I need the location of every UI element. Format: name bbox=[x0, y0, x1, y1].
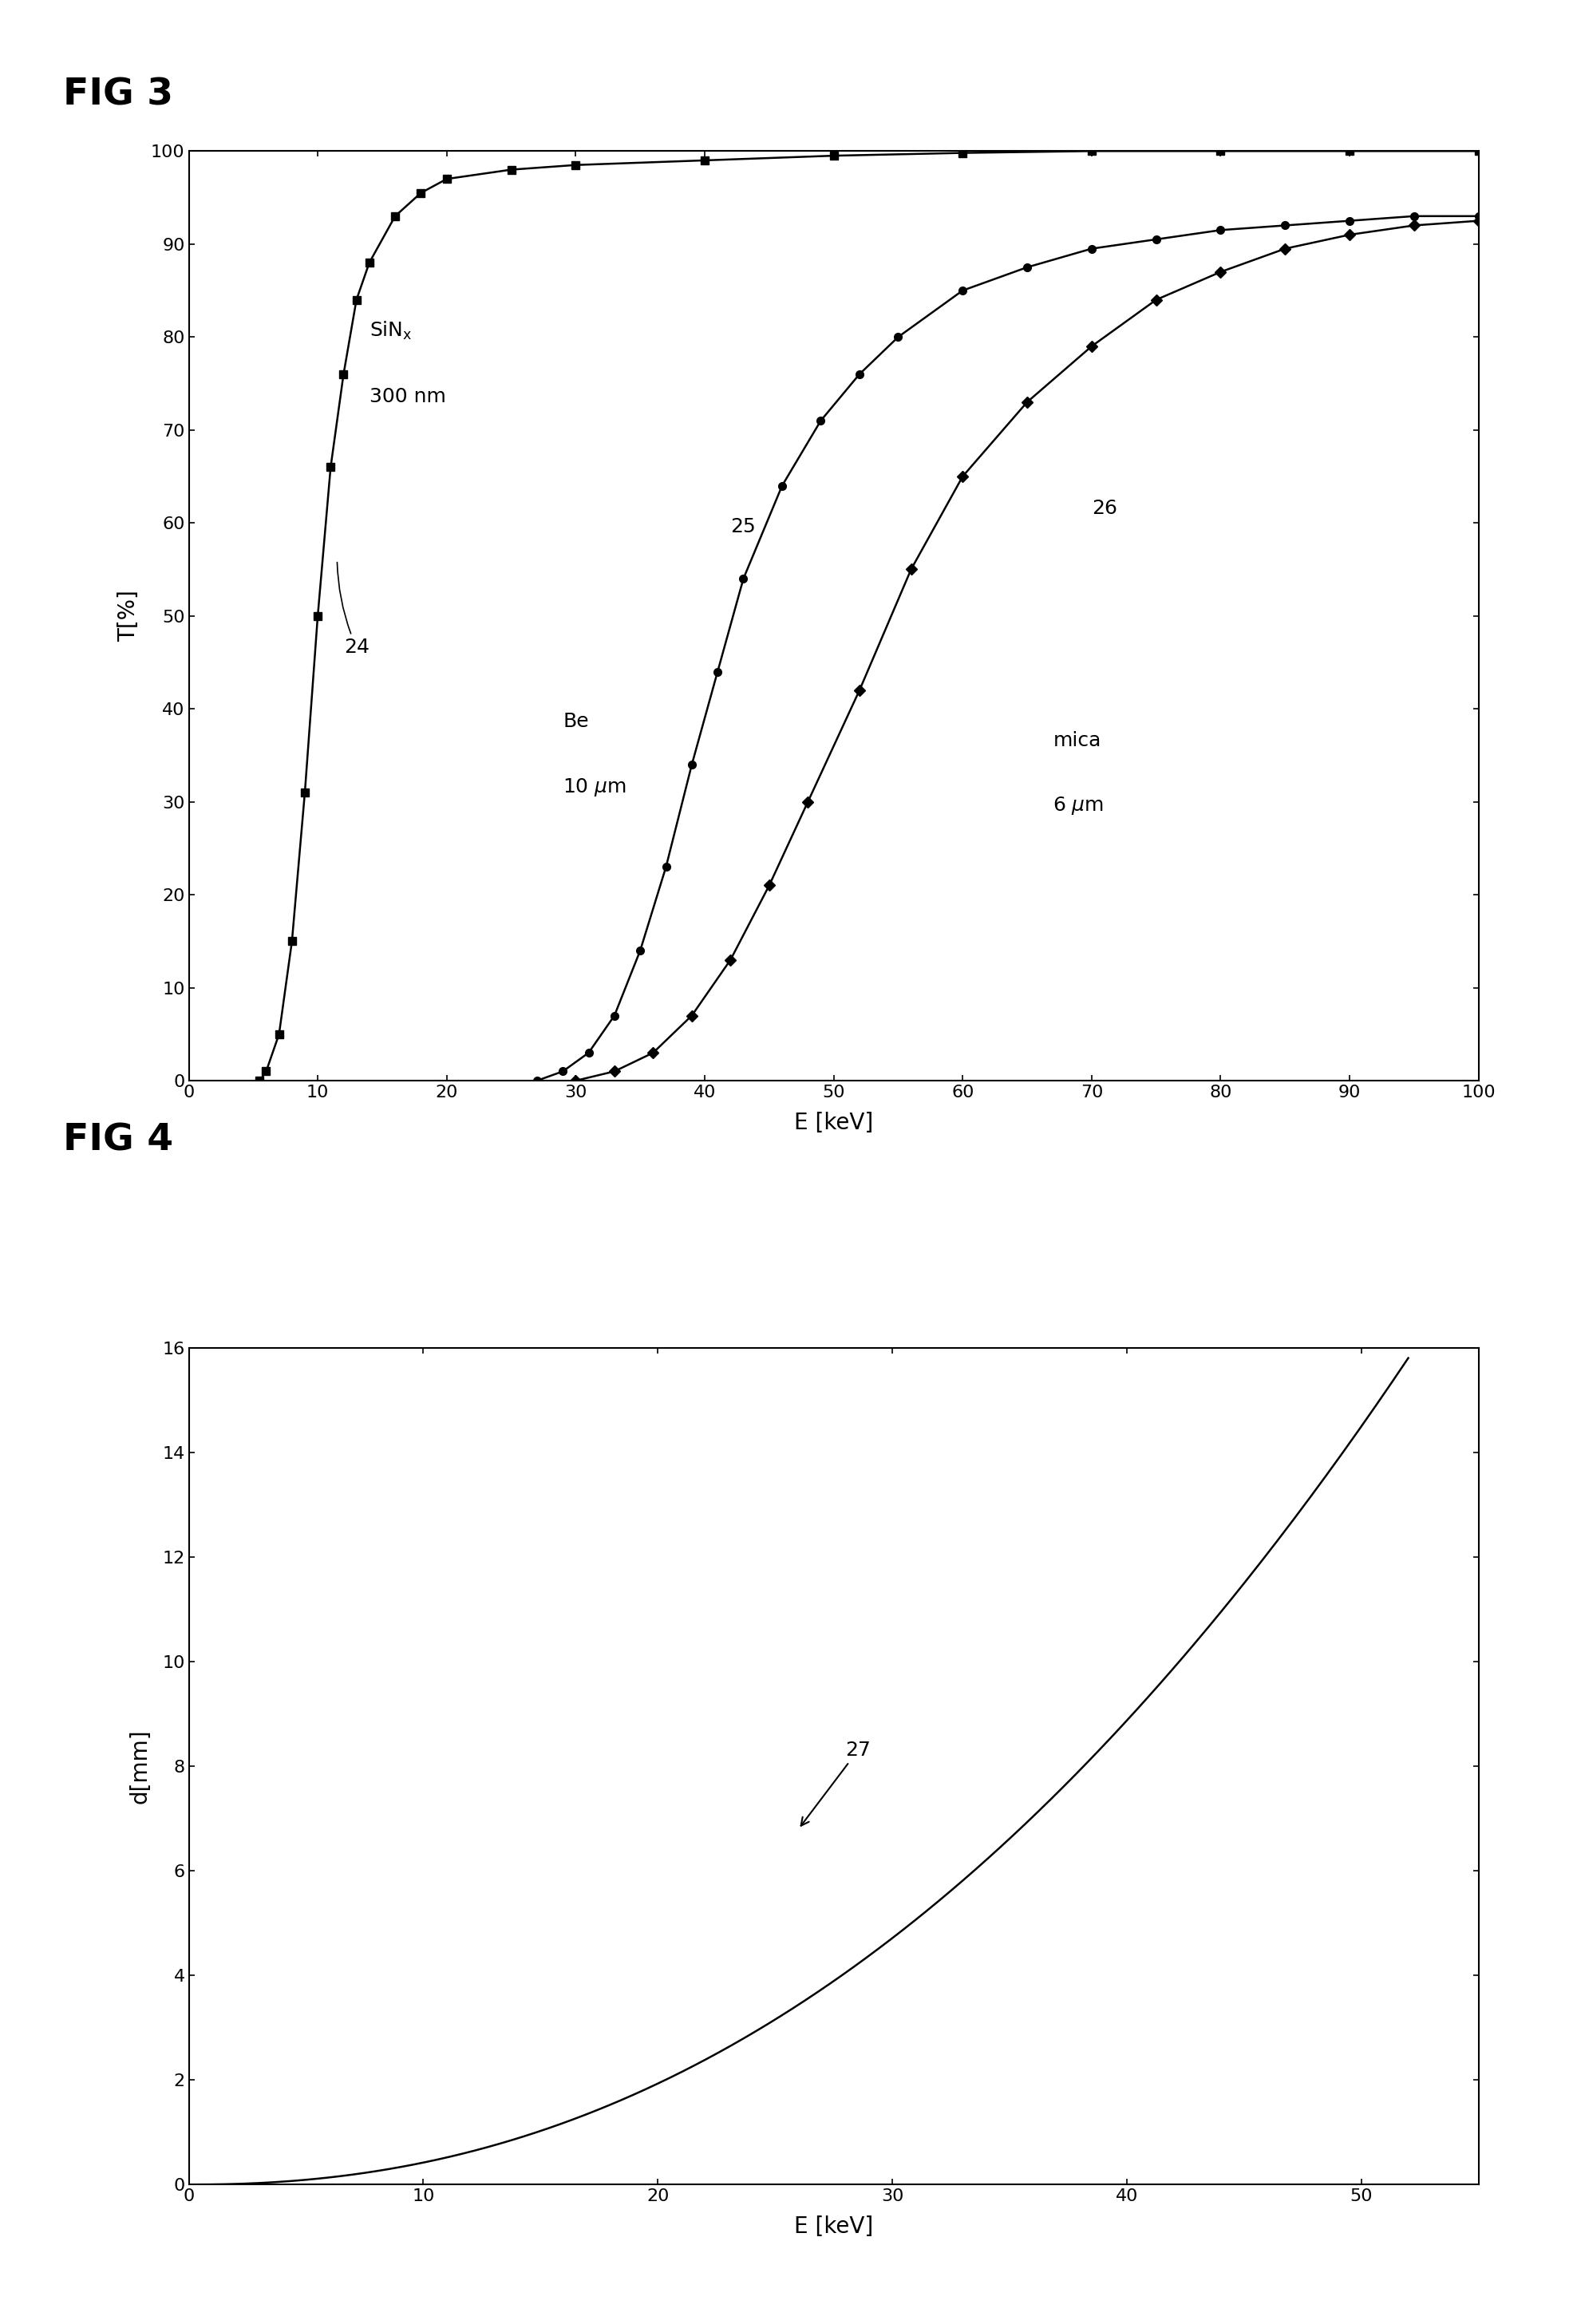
Text: FIG 3: FIG 3 bbox=[63, 77, 173, 112]
Text: 27: 27 bbox=[801, 1741, 871, 1827]
Text: Be: Be bbox=[563, 711, 588, 732]
X-axis label: E [keV]: E [keV] bbox=[794, 2215, 873, 2238]
Y-axis label: T[%]: T[%] bbox=[118, 590, 140, 641]
Text: mica: mica bbox=[1052, 730, 1101, 751]
Text: FIG 4: FIG 4 bbox=[63, 1122, 173, 1157]
Text: 10 $\mu$m: 10 $\mu$m bbox=[563, 776, 626, 797]
Text: 24: 24 bbox=[337, 562, 370, 658]
Text: $\mathrm{SiN_x}$: $\mathrm{SiN_x}$ bbox=[370, 321, 412, 342]
Text: 26: 26 bbox=[1092, 497, 1117, 518]
Y-axis label: d[mm]: d[mm] bbox=[129, 1729, 151, 1803]
Text: 25: 25 bbox=[730, 516, 757, 537]
Text: 6 $\mu$m: 6 $\mu$m bbox=[1052, 795, 1104, 816]
Text: 300 nm: 300 nm bbox=[370, 386, 445, 407]
X-axis label: E [keV]: E [keV] bbox=[794, 1111, 873, 1134]
